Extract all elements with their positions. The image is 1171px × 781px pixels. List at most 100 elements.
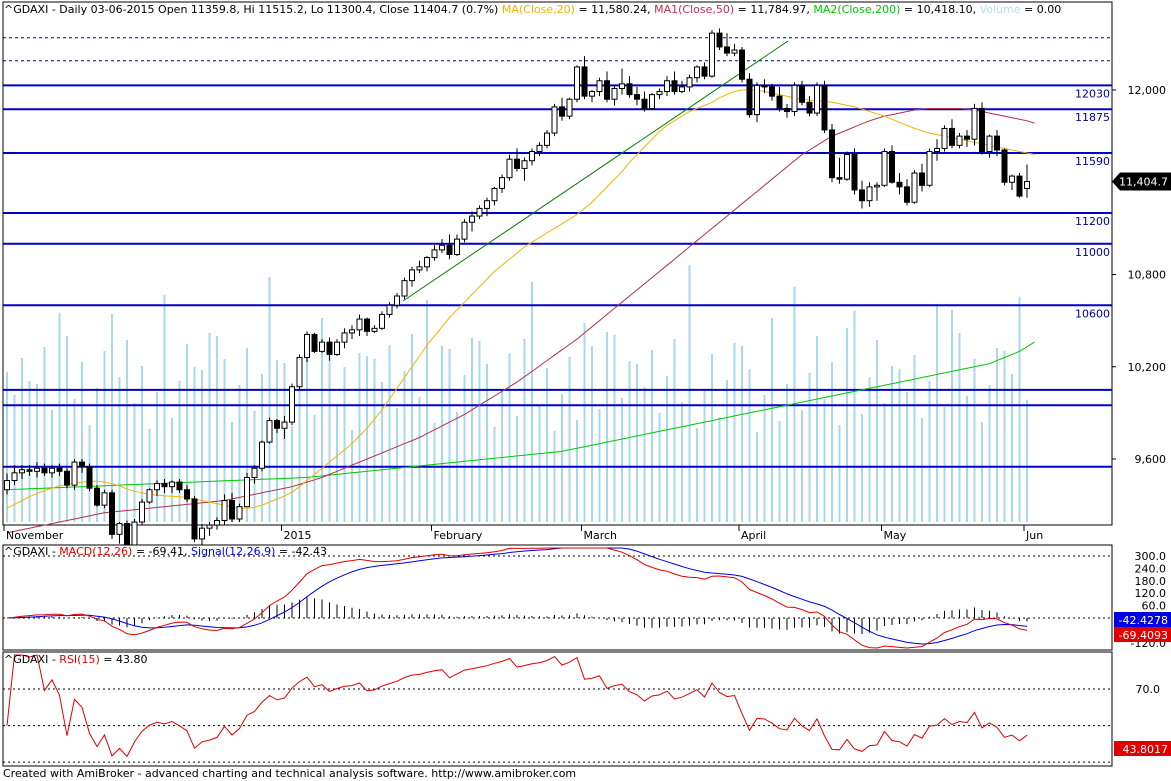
candle xyxy=(386,302,393,318)
rsi-tick-label: 70.0 xyxy=(1136,683,1161,696)
candle xyxy=(611,85,618,106)
candle xyxy=(634,86,640,106)
date-label: May xyxy=(884,529,907,542)
candle xyxy=(896,173,903,195)
candle xyxy=(574,65,580,103)
macd-tick-label: 60.0 xyxy=(1142,600,1167,613)
date-label: Jun xyxy=(1025,529,1043,542)
level-label: 12030 xyxy=(1075,87,1110,100)
candle xyxy=(191,495,198,543)
candle xyxy=(529,148,535,166)
candle xyxy=(776,86,783,112)
candle xyxy=(536,142,543,157)
candle xyxy=(791,82,798,117)
candle xyxy=(289,383,295,426)
header-symbol: ^GDAXI xyxy=(4,3,48,16)
signal-value: = -42.43 xyxy=(275,545,327,558)
candle xyxy=(214,517,220,530)
candle xyxy=(814,82,820,117)
rsi-header: ^GDAXI - RSI(15) = 43.80 xyxy=(4,653,147,666)
candle xyxy=(559,97,565,121)
price-header: ^GDAXI - Daily 03-06-2015 Open 11359.8, … xyxy=(4,3,1061,16)
candle xyxy=(11,465,18,486)
macd-symbol: ^GDAXI xyxy=(4,545,48,558)
date-label: March xyxy=(584,529,618,542)
candle xyxy=(394,292,400,309)
header-ma2-label: MA2(Close,200) xyxy=(813,3,900,16)
current-price-tag xyxy=(1112,172,1171,191)
macd-tick-label: 240.0 xyxy=(1135,562,1167,575)
price-pane[interactable]: 12030 11875 11590 11200 11000 10600 ^GDAXI - … xyxy=(2,1,1113,553)
candle xyxy=(94,485,100,507)
candle xyxy=(454,234,460,257)
macd-line xyxy=(6,547,1028,649)
macd-pane-frame xyxy=(2,544,1113,651)
candle xyxy=(131,518,138,547)
candle xyxy=(656,88,663,100)
candle xyxy=(544,129,550,149)
header-ma1-label: MA1(Close,50) xyxy=(654,3,734,16)
level-label: 10600 xyxy=(1075,307,1110,320)
candle xyxy=(259,440,265,472)
candle xyxy=(979,102,985,155)
candle xyxy=(626,76,633,98)
signal-tag: -42.4278 xyxy=(1119,614,1168,627)
candle xyxy=(319,339,325,353)
candle xyxy=(56,463,63,476)
level-label: 11000 xyxy=(1075,246,1110,259)
rsi-label: RSI(15) xyxy=(59,653,99,666)
candle xyxy=(769,83,775,101)
candle xyxy=(206,522,213,536)
candle xyxy=(956,133,963,149)
candle xyxy=(169,480,175,493)
macd-pane[interactable]: ^GDAXI - MACD(12,26) = -69.41, Signal(12… xyxy=(2,544,1171,651)
candle xyxy=(761,79,768,94)
price-tick-label: 9,600 xyxy=(1135,453,1167,466)
candle xyxy=(334,339,340,356)
candle xyxy=(1001,148,1008,186)
header-ma2-value: = 10,418.10, xyxy=(900,3,979,16)
candle xyxy=(101,489,108,509)
date-label: November xyxy=(6,529,64,542)
candle xyxy=(274,419,280,433)
rsi-line xyxy=(6,654,1028,758)
candle xyxy=(716,28,723,51)
candle xyxy=(784,103,790,118)
candle xyxy=(709,30,715,78)
candle xyxy=(694,65,700,83)
ma50-line xyxy=(6,108,1035,534)
candle xyxy=(424,256,430,272)
candle xyxy=(356,314,363,336)
candle xyxy=(4,473,10,495)
candle xyxy=(589,90,595,103)
candle xyxy=(949,119,955,149)
candlesticks xyxy=(4,28,1030,553)
candle xyxy=(679,80,685,94)
candle xyxy=(469,211,475,232)
candle xyxy=(49,465,55,478)
candle xyxy=(746,73,753,118)
price-tick-label: 10,800 xyxy=(1128,269,1167,282)
candle xyxy=(311,332,318,353)
candle xyxy=(161,478,168,493)
candle xyxy=(604,71,610,103)
macd-value: = -69.41, xyxy=(132,545,191,558)
rsi-pane[interactable]: ^GDAXI - RSI(15) = 43.80 70.0 43.8017 xyxy=(2,651,1171,767)
rsi-axis: 70.0 43.8017 xyxy=(1114,683,1171,756)
candle xyxy=(416,260,423,273)
candle xyxy=(476,205,483,220)
candle xyxy=(1024,164,1030,198)
candle xyxy=(499,174,505,194)
ma20-line xyxy=(6,89,1035,509)
candle xyxy=(506,154,513,181)
candle xyxy=(71,459,78,490)
candle xyxy=(266,417,273,444)
candle xyxy=(649,93,655,110)
candle xyxy=(484,197,490,217)
candle xyxy=(994,129,1000,157)
candle xyxy=(641,91,648,112)
price-pane-frame xyxy=(2,1,1113,526)
level-label: 11200 xyxy=(1075,215,1110,228)
candle xyxy=(851,148,858,195)
